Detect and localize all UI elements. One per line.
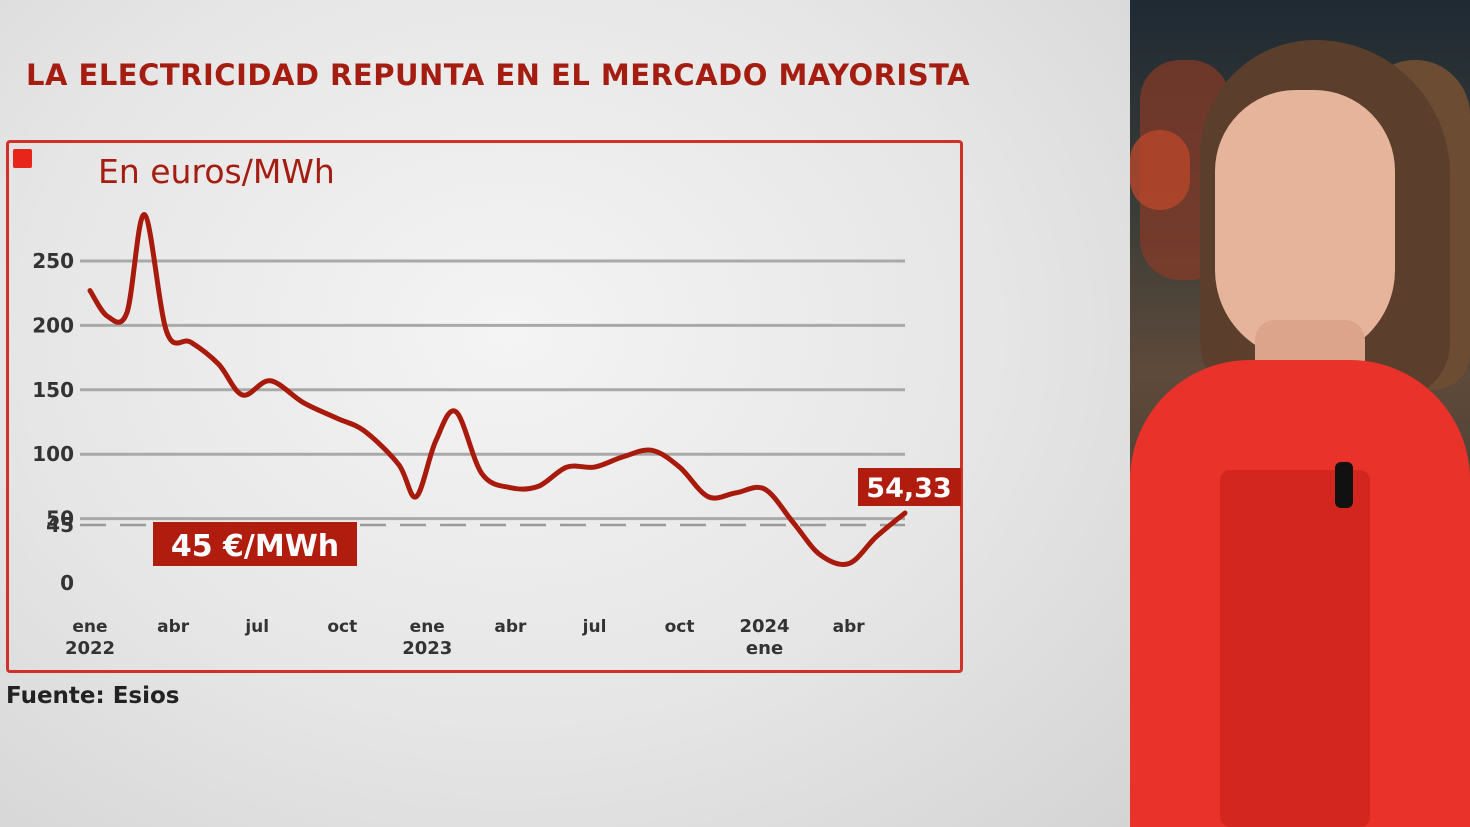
presenter-top [1220,470,1370,827]
corner-square-icon [13,149,32,168]
last-value-box [858,468,961,506]
y-tick-label: 200 [32,313,74,337]
reference-line-group: 45 €/MWh [80,522,905,566]
chart-frame [6,140,963,673]
x-tick-month: abr [494,617,527,637]
y-tick-label: 250 [32,249,74,273]
x-tick-year: 2024 [739,616,789,637]
x-tick-month: ene [746,638,783,659]
y-tick-label: 45 [46,513,74,537]
grid-lines [80,259,905,521]
x-tick-month: oct [327,617,357,637]
series-line [87,212,908,568]
last-value-label: 54,33 [866,473,951,504]
reference-label-box [153,522,357,566]
y-tick-label: 100 [32,442,74,466]
source-label: Fuente: Esios [6,683,180,709]
series-group [87,212,908,568]
x-tick-month: ene [410,617,445,637]
x-tick-month: oct [665,617,695,637]
y-tick-label: 150 [32,378,74,402]
x-tick-month: jul [582,617,607,637]
x-tick-month: jul [244,617,269,637]
presenter-face [1215,90,1395,360]
presenter-video [1130,0,1470,827]
x-tick-year: 2023 [402,638,452,659]
x-tick-month: ene [72,617,107,637]
studio-background-shape [1130,130,1190,210]
headline: LA ELECTRICIDAD REPUNTA EN EL MERCADO MA… [26,58,971,92]
reference-label: 45 €/MWh [171,529,339,564]
x-tick-month: abr [833,617,866,637]
x-tick-year: 2022 [65,638,115,659]
microphone-icon [1335,462,1353,508]
graphic-background [0,0,1130,827]
x-tick-month: abr [157,617,190,637]
last-value-group: 54,33 [858,468,961,506]
y-tick-label: 0 [60,571,74,595]
y-axis-unit-label: En euros/MWh [98,152,335,191]
y-tick-label: 50 [46,507,74,531]
